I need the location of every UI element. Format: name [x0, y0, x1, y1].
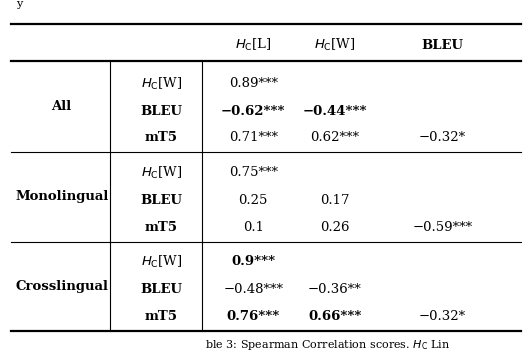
Text: −0.32*: −0.32*: [419, 131, 466, 144]
Text: 0.71***: 0.71***: [229, 131, 278, 144]
Text: −0.44***: −0.44***: [303, 105, 367, 117]
Text: 0.62***: 0.62***: [311, 131, 360, 144]
Text: 0.1: 0.1: [243, 221, 264, 234]
Text: $\mathit{H}_\mathrm{C}$[L]: $\mathit{H}_\mathrm{C}$[L]: [235, 37, 272, 53]
Text: $\mathit{H}_\mathrm{C}$[W]: $\mathit{H}_\mathrm{C}$[W]: [314, 37, 356, 53]
Text: 0.76***: 0.76***: [227, 310, 280, 323]
Text: −0.59***: −0.59***: [412, 221, 472, 234]
Text: Monolingual: Monolingual: [15, 190, 109, 204]
Text: All: All: [52, 100, 72, 113]
Text: 0.17: 0.17: [320, 194, 350, 207]
Text: y: y: [16, 0, 22, 9]
Text: −0.32*: −0.32*: [419, 310, 466, 323]
Text: −0.36**: −0.36**: [308, 283, 362, 296]
Text: mT5: mT5: [145, 131, 178, 144]
Text: $\mathit{H}_\mathrm{C}$[W]: $\mathit{H}_\mathrm{C}$[W]: [140, 254, 182, 270]
Text: BLEU: BLEU: [421, 39, 463, 52]
Text: 0.9***: 0.9***: [231, 255, 275, 268]
Text: 0.75***: 0.75***: [229, 166, 278, 179]
Text: mT5: mT5: [145, 221, 178, 234]
Text: Crosslingual: Crosslingual: [15, 281, 108, 293]
Text: 0.25: 0.25: [238, 194, 268, 207]
Text: $\mathit{H}_\mathrm{C}$[W]: $\mathit{H}_\mathrm{C}$[W]: [140, 75, 182, 91]
Text: −0.62***: −0.62***: [221, 105, 286, 117]
Text: mT5: mT5: [145, 310, 178, 323]
Text: 0.66***: 0.66***: [308, 310, 362, 323]
Text: 0.89***: 0.89***: [229, 77, 278, 90]
Text: BLEU: BLEU: [140, 105, 182, 117]
Text: BLEU: BLEU: [140, 283, 182, 296]
Text: ble 3: Spearman Correlation scores. $\mathit{H}_\mathrm{C}$ Lin: ble 3: Spearman Correlation scores. $\ma…: [205, 338, 450, 352]
Text: −0.48***: −0.48***: [223, 283, 283, 296]
Text: 0.26: 0.26: [320, 221, 350, 234]
Text: $\mathit{H}_\mathrm{C}$[W]: $\mathit{H}_\mathrm{C}$[W]: [140, 164, 182, 181]
Text: BLEU: BLEU: [140, 194, 182, 207]
